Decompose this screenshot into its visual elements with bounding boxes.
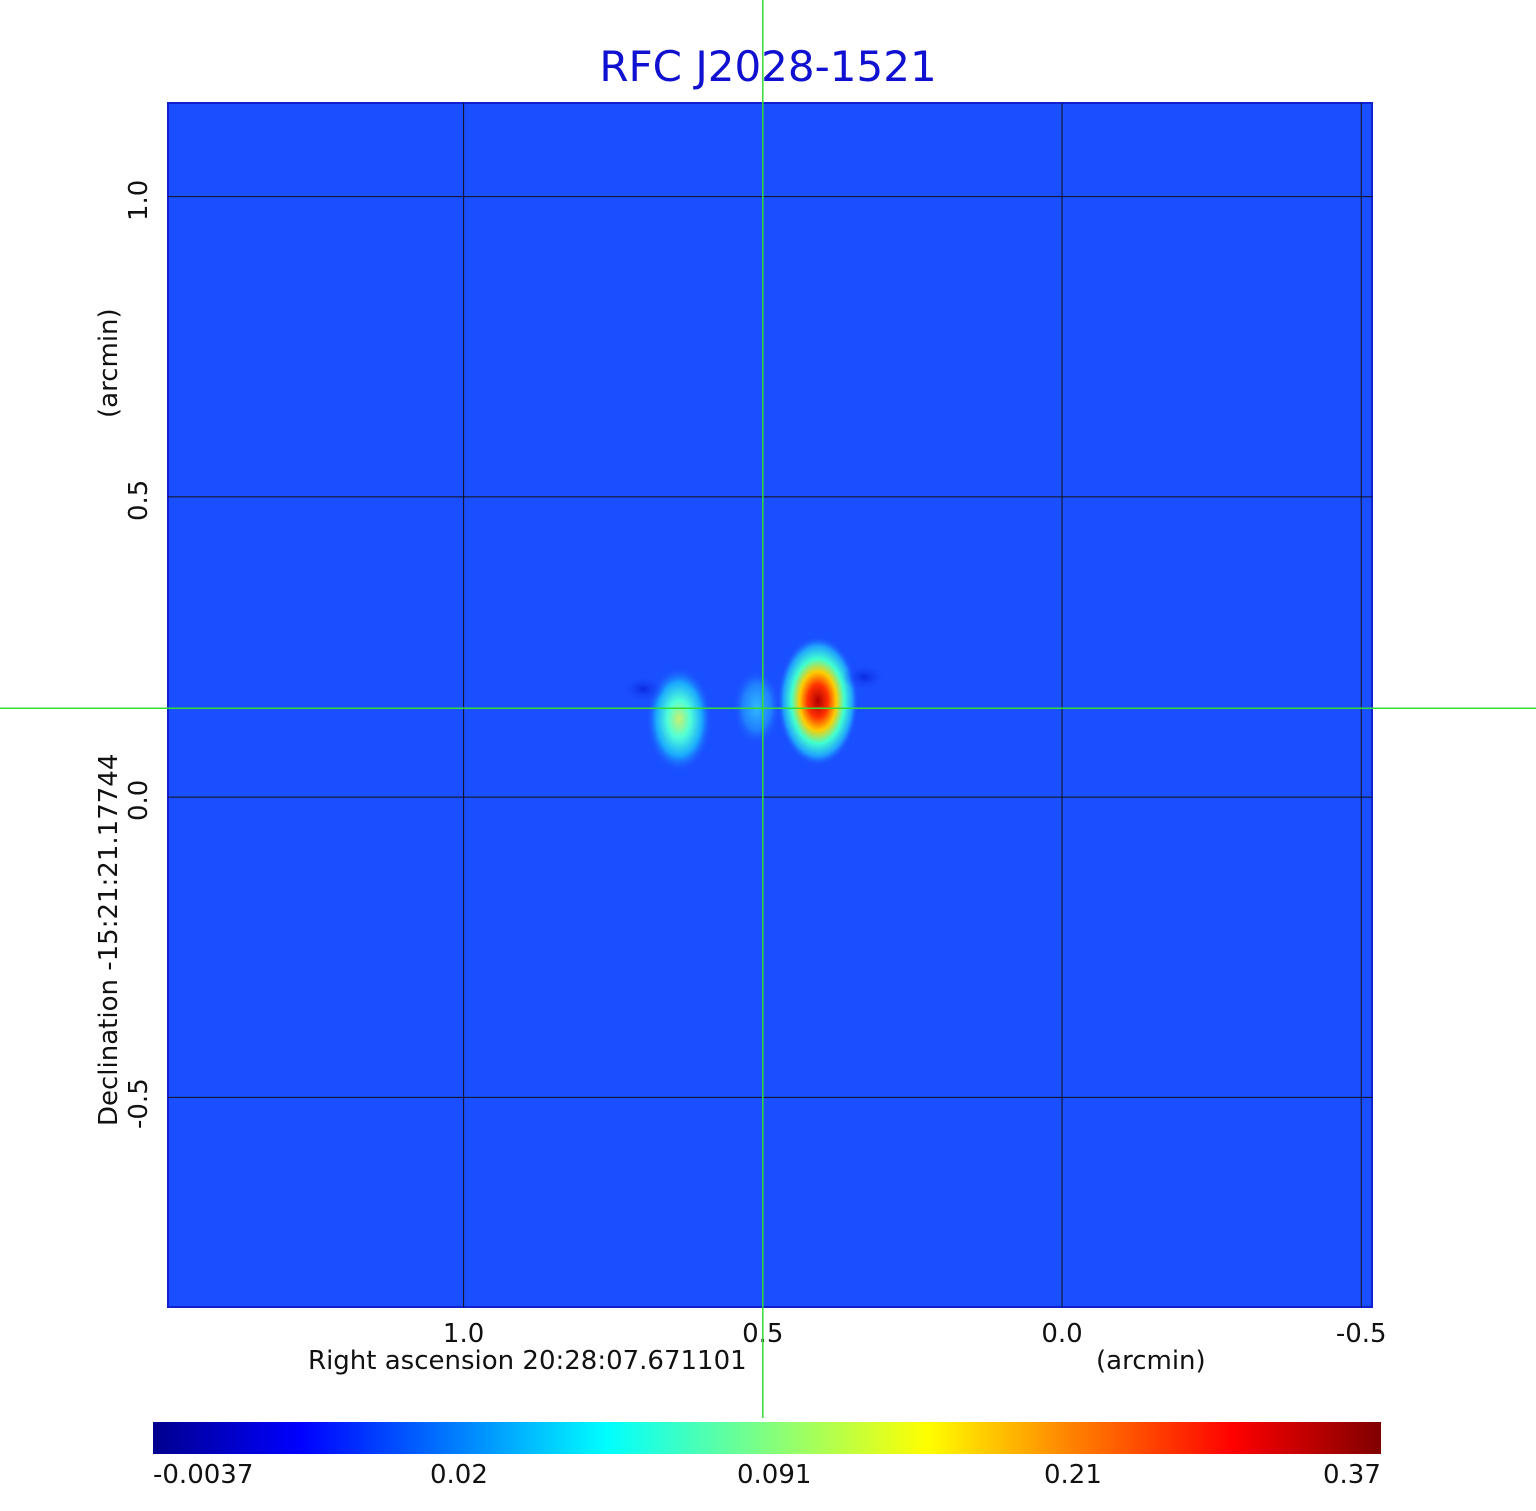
- radio-sources: [621, 635, 887, 772]
- y-tick-label-3: -0.5: [124, 1078, 154, 1130]
- colorbar-tick-0: -0.0037: [153, 1460, 254, 1490]
- colorbar-tick-1: 0.02: [430, 1460, 488, 1490]
- colorbar: [153, 1422, 1381, 1454]
- y-axis-unit: (arcmin): [94, 308, 124, 418]
- y-tick-label-1: 0.5: [124, 479, 154, 521]
- y-tick-label-2: 0.0: [124, 779, 154, 822]
- chart-title: RFC J2028-1521: [599, 42, 937, 91]
- colorbar-tick-4: 0.37: [1323, 1460, 1381, 1490]
- y-tick-label-0: 1.0: [124, 179, 154, 221]
- negative-patch-0: [842, 663, 887, 692]
- negative-patch-1: [621, 675, 666, 704]
- x-tick-label-3: -0.5: [1336, 1319, 1387, 1349]
- colorbar-tick-3: 0.21: [1044, 1460, 1102, 1490]
- sky-image-plot: 1.0 0.5 0.0 -0.5: [0, 0, 1536, 1418]
- x-tick-label-0: 1.0: [443, 1319, 484, 1349]
- colorbar-tick-2: 0.091: [737, 1460, 812, 1490]
- x-axis-unit: (arcmin): [1096, 1346, 1206, 1376]
- x-tick-label-2: 0.0: [1041, 1319, 1082, 1349]
- source-0: [777, 635, 859, 767]
- x-tick-labels: 1.0 0.5 0.0 -0.5: [443, 1319, 1387, 1349]
- source-2: [732, 668, 781, 746]
- x-axis-label: Right ascension 20:28:07.671101: [308, 1346, 747, 1376]
- crosshair: [0, 0, 1536, 1418]
- y-axis-label: Declination -15:21:21.17744: [94, 753, 124, 1126]
